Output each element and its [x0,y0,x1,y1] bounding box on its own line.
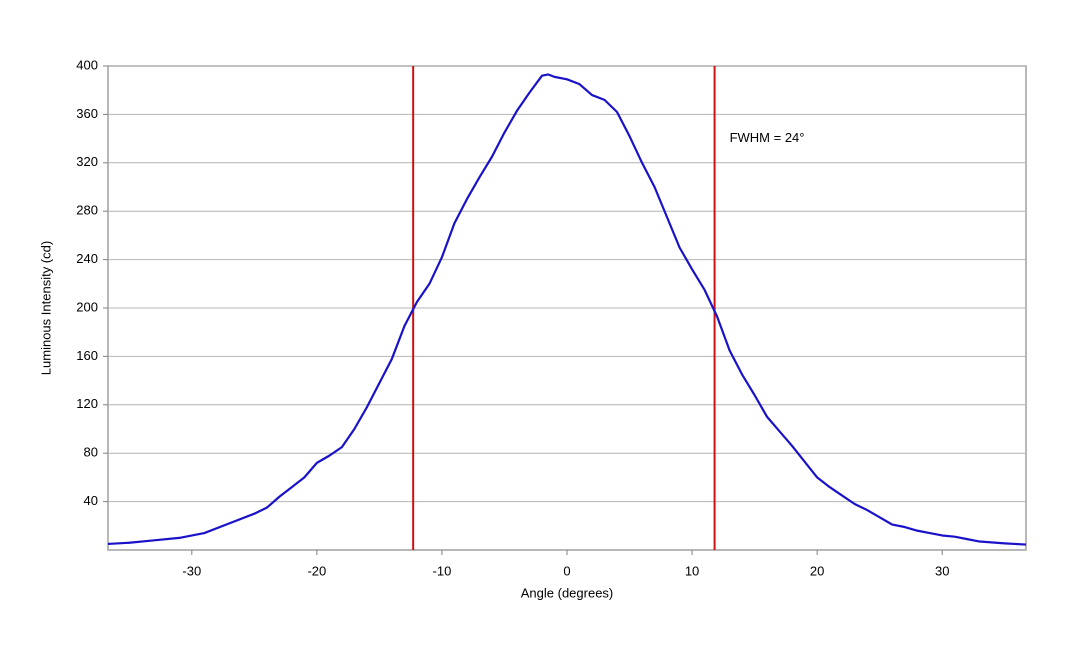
y-tick-label: 40 [84,493,98,508]
x-tick-label: -30 [182,563,201,578]
y-tick-label: 240 [76,251,98,266]
y-tick-label: 160 [76,348,98,363]
x-tick-label: 0 [563,563,570,578]
y-tick-label: 320 [76,154,98,169]
x-tick-label: 30 [935,563,949,578]
y-tick-label: 200 [76,299,98,314]
y-tick-label: 120 [76,396,98,411]
line-series [107,73,1027,546]
annotation: FWHM = 24° [730,130,805,145]
x-tick-label: -20 [307,563,326,578]
x-tick-label: 20 [810,563,824,578]
y-tick-label: 280 [76,203,98,218]
y-tick-label: 360 [76,106,98,121]
x-tick-label: -10 [433,563,452,578]
x-tick-label: 10 [685,563,699,578]
y-axis-title: Luminous Intensity (cd) [38,241,53,375]
x-axis-title: Angle (degrees) [521,585,614,600]
y-tick-label: 400 [76,57,98,72]
y-tick-label: 80 [84,445,98,460]
